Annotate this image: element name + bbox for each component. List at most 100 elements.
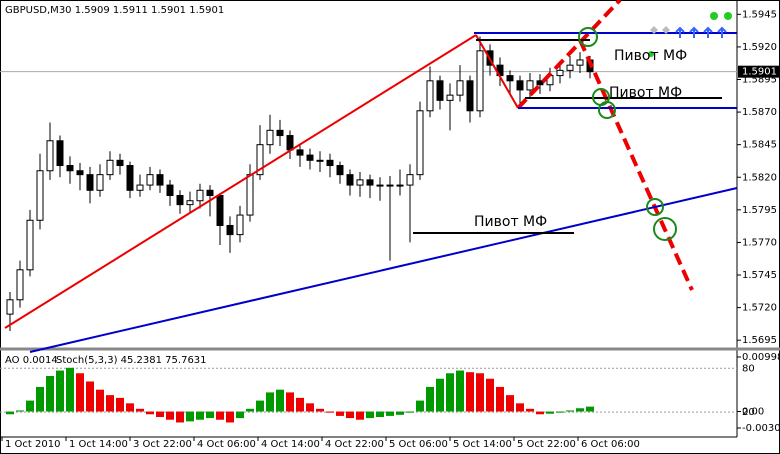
candle-body: [146, 174, 154, 186]
status-dot: [648, 51, 654, 57]
candle-body: [406, 174, 414, 186]
ao-bar: [86, 381, 94, 412]
candle-body: [216, 195, 224, 226]
candle-body: [156, 174, 164, 186]
candle-body: [196, 189, 204, 202]
ao-bar: [536, 411, 544, 415]
candle-body: [166, 184, 174, 197]
candle-body: [466, 80, 474, 112]
candle-body: [376, 184, 384, 187]
ao-bar: [236, 411, 244, 419]
ao-bar: [276, 389, 284, 412]
ao-bar: [226, 411, 234, 423]
x-tick-label: 5 Oct 22:00: [517, 439, 576, 450]
ao-bar: [6, 411, 14, 415]
y-tick-label: 1.5895: [742, 75, 777, 86]
ao-bar: [526, 408, 534, 412]
ao-bar: [496, 386, 504, 412]
x-tick-label: 6 Oct 06:00: [581, 439, 640, 450]
ao-bar: [546, 411, 554, 414]
y-tick-label: 1.5770: [742, 237, 777, 248]
ao-bar: [516, 403, 524, 412]
candle-body: [576, 59, 584, 66]
ao-bar: [346, 411, 354, 419]
candle-body: [46, 140, 54, 172]
y-tick-label: 1.5920: [742, 42, 777, 53]
candle-body: [246, 174, 254, 216]
ao-bar: [166, 411, 174, 420]
ao-bar: [486, 378, 494, 412]
candle-body: [126, 165, 134, 191]
x-tick-label: 5 Oct 06:00: [389, 439, 448, 450]
ao-bar: [196, 411, 204, 420]
ao-bar: [476, 373, 484, 412]
ao-bar: [126, 403, 134, 412]
x-tick-label: 4 Oct 14:00: [261, 439, 320, 450]
annotation: Пивот МФ: [614, 48, 687, 64]
ao-bar: [296, 397, 304, 412]
ao-bar: [16, 410, 24, 412]
y2-tick-label: 80: [742, 363, 755, 374]
ao-bar: [66, 367, 74, 412]
indicator-label: AO 0.0014: [5, 355, 58, 366]
ao-bar: [216, 411, 224, 420]
candle-body: [16, 269, 24, 301]
trend-line: [475, 34, 519, 109]
candle-body: [356, 179, 364, 186]
candle-body: [316, 159, 324, 162]
ao-bar: [116, 397, 124, 412]
trend-lines: [4, 0, 738, 353]
candle-body: [536, 80, 544, 86]
y-tick-label: 1.5695: [742, 335, 777, 346]
ao-bar: [556, 411, 564, 413]
candle-body: [426, 80, 434, 112]
ao-bar: [46, 376, 54, 412]
candle-body: [386, 184, 394, 187]
ao-bar: [586, 406, 594, 412]
x-tick-label: 1 Oct 2010: [5, 439, 60, 450]
annotation: Пивот МФ: [474, 214, 547, 230]
x-tick-label: 3 Oct 22:00: [133, 439, 192, 450]
candle-body: [6, 299, 14, 315]
chart-title: GBPUSD,M30 1.5909 1.5911 1.5901 1.5901: [5, 5, 224, 16]
marker-circle: [578, 27, 598, 47]
candle-body: [56, 140, 64, 167]
candle-body: [446, 94, 454, 101]
ao-bar: [426, 386, 434, 412]
x-tick-label: 1 Oct 14:00: [69, 439, 128, 450]
last-price-box: [738, 65, 780, 78]
candle-body: [106, 159, 114, 176]
y-tick-label: -0.00301: [742, 423, 780, 434]
marker-circle: [653, 217, 677, 241]
diamond-icon: [650, 26, 670, 34]
signal-icons: [650, 26, 670, 34]
ao-bar: [336, 411, 344, 416]
candle-body: [396, 184, 404, 187]
ao-bar: [396, 411, 404, 415]
y2-tick-label: 20: [742, 407, 755, 418]
candle-body: [336, 165, 344, 176]
candle-body: [556, 69, 564, 77]
trend-line: [29, 187, 738, 353]
candle-body: [346, 174, 354, 186]
y-tick-label: 1.5795: [742, 205, 777, 216]
candle-body: [116, 159, 124, 167]
candle-body: [286, 135, 294, 151]
ao-bar: [56, 370, 64, 412]
ao-bar: [76, 373, 84, 412]
ao-bar: [266, 392, 274, 412]
ao-bar: [456, 370, 464, 412]
x-tick-label: 5 Oct 14:00: [453, 439, 512, 450]
ao-bar: [306, 403, 314, 412]
ao-bar: [36, 386, 44, 412]
y-tick-label: 1.5720: [742, 303, 777, 314]
y-tick-label: 1.5870: [742, 107, 777, 118]
candle-body: [256, 144, 264, 176]
candle-body: [476, 50, 484, 112]
candle-body: [526, 80, 534, 91]
ao-bar: [446, 373, 454, 412]
last-price-label: 1.5901: [742, 67, 777, 78]
ao-bar: [186, 411, 194, 422]
ao-bar: [576, 408, 584, 412]
